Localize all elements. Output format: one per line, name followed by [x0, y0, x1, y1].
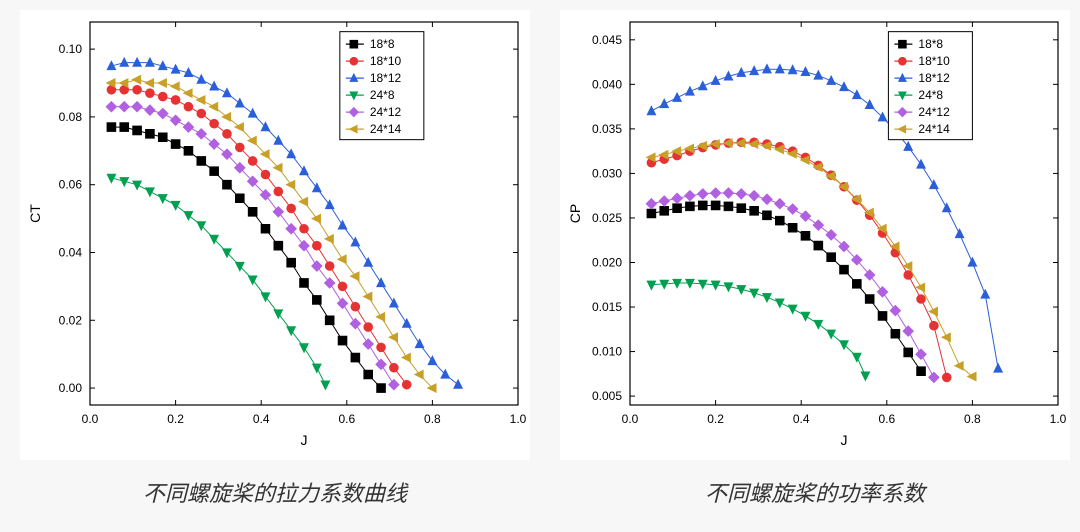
charts-container: 0.0 0.2 0.4 0.6 0.8 1.0 0.00 0.02 0.04 0.06 0.08 0.…: [0, 0, 1080, 532]
legend: 18*8 18*10 18*12 24*8 24*12 24*14: [888, 32, 972, 140]
svg-text:J: J: [301, 432, 308, 448]
svg-text:18*8: 18*8: [370, 37, 395, 51]
svg-text:J: J: [841, 432, 848, 448]
svg-text:0.005: 0.005: [592, 389, 622, 403]
svg-text:0.035: 0.035: [592, 122, 622, 136]
chart-cp: 0.0 0.2 0.4 0.6 0.8 1.0 0.005 0.010 0.015 0.020 0.…: [560, 10, 1070, 460]
panel-ct: 0.0 0.2 0.4 0.6 0.8 1.0 0.00 0.02 0.04 0.06 0.08 0.…: [20, 10, 530, 508]
svg-text:0.8: 0.8: [964, 412, 981, 426]
panel-cp: 0.0 0.2 0.4 0.6 0.8 1.0 0.005 0.010 0.015 0.020 0.…: [560, 10, 1070, 508]
svg-text:0.10: 0.10: [59, 42, 83, 56]
svg-text:24*8: 24*8: [370, 88, 395, 102]
svg-text:0.8: 0.8: [424, 412, 441, 426]
svg-text:0.4: 0.4: [253, 412, 270, 426]
svg-text:18*10: 18*10: [918, 54, 950, 68]
svg-text:0.0: 0.0: [82, 412, 99, 426]
svg-text:0.6: 0.6: [878, 412, 895, 426]
svg-text:24*14: 24*14: [370, 122, 402, 136]
caption-ct: 不同螺旋桨的拉力系数曲线: [143, 476, 407, 508]
svg-text:24*12: 24*12: [918, 105, 950, 119]
svg-text:0.040: 0.040: [592, 77, 622, 91]
svg-text:1.0: 1.0: [1050, 412, 1067, 426]
svg-text:0.4: 0.4: [793, 412, 810, 426]
svg-text:0.06: 0.06: [59, 178, 83, 192]
svg-text:CT: CT: [27, 204, 43, 223]
svg-text:18*12: 18*12: [370, 71, 402, 85]
svg-text:24*14: 24*14: [918, 122, 950, 136]
svg-text:0.045: 0.045: [592, 33, 622, 47]
svg-text:0.0: 0.0: [622, 412, 639, 426]
svg-text:0.2: 0.2: [707, 412, 724, 426]
legend: 18*8 18*10 18*12 24*8 24*12 24*14: [340, 32, 424, 140]
svg-text:0.6: 0.6: [338, 412, 355, 426]
svg-text:0.04: 0.04: [59, 245, 83, 259]
svg-text:18*12: 18*12: [918, 71, 950, 85]
svg-text:0.020: 0.020: [592, 255, 622, 269]
svg-text:0.02: 0.02: [59, 313, 83, 327]
svg-text:24*12: 24*12: [370, 105, 402, 119]
chart-ct: 0.0 0.2 0.4 0.6 0.8 1.0 0.00 0.02 0.04 0.06 0.08 0.…: [20, 10, 530, 460]
svg-text:0.08: 0.08: [59, 110, 83, 124]
svg-text:0.2: 0.2: [167, 412, 184, 426]
svg-text:0.010: 0.010: [592, 345, 622, 359]
svg-text:1.0: 1.0: [510, 412, 527, 426]
svg-text:0.015: 0.015: [592, 300, 622, 314]
svg-text:0.030: 0.030: [592, 166, 622, 180]
svg-text:18*8: 18*8: [918, 37, 943, 51]
svg-text:18*10: 18*10: [370, 54, 402, 68]
svg-text:24*8: 24*8: [918, 88, 943, 102]
caption-cp: 不同螺旋桨的功率系数: [705, 476, 925, 508]
svg-text:0.025: 0.025: [592, 211, 622, 225]
svg-text:CP: CP: [567, 204, 583, 223]
svg-text:0.00: 0.00: [59, 381, 83, 395]
